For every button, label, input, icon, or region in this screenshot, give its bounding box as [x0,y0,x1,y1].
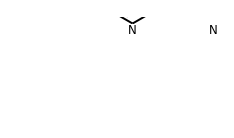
Text: N: N [209,23,218,37]
Text: N: N [128,23,137,37]
